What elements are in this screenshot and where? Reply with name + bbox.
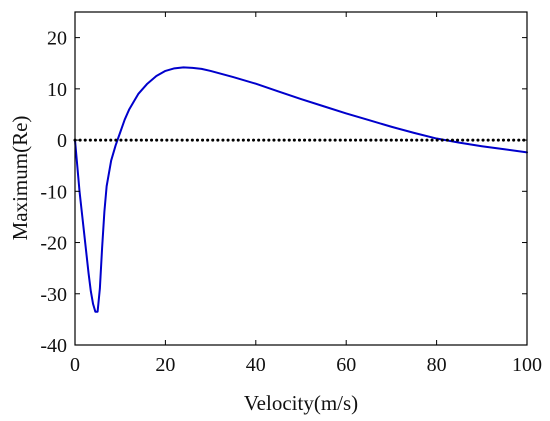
x-axis-label: Velocity(m/s) [244,391,358,415]
y-tick-label: 0 [57,130,67,152]
y-tick-label: 20 [47,28,67,50]
x-axis-ticks: 0 20 40 60 80 100 [70,12,542,376]
maximum-re-curve [74,66,528,313]
y-tick-label: -30 [40,284,67,306]
plot-area-frame [74,11,528,346]
y-tick-label: -10 [40,181,67,203]
x-tick-label: 60 [336,354,356,376]
y-tick-label: 10 [47,79,67,101]
x-tick-label: 80 [427,354,447,376]
y-tick-label: -20 [40,233,67,255]
y-axis-ticks: -40 -30 -20 -10 0 10 20 [40,28,527,357]
x-tick-label: 20 [155,354,175,376]
x-tick-label: 100 [512,354,542,376]
x-tick-label: 40 [246,354,266,376]
x-tick-label: 0 [70,354,80,376]
y-tick-label: -40 [40,335,67,357]
y-axis-label: Maximum(Re) [8,116,32,241]
series-layer [73,66,529,313]
